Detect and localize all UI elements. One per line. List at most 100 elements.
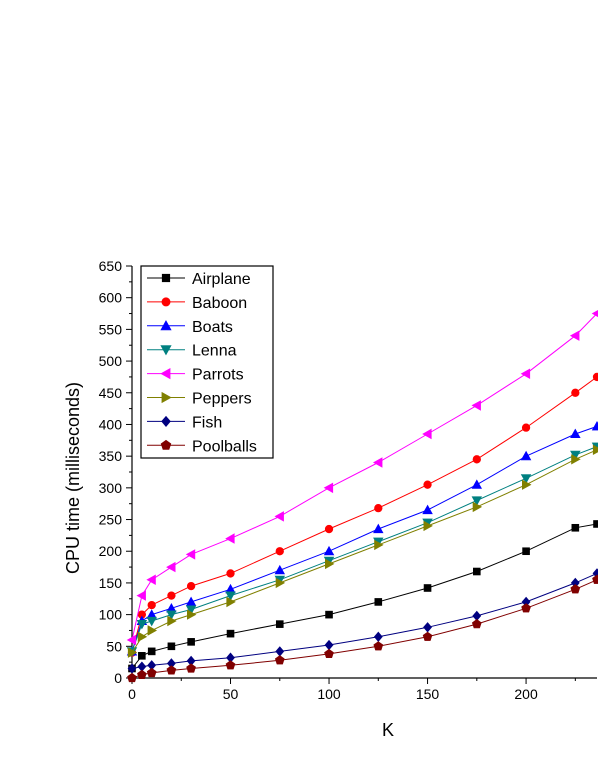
legend-item: Baboon [147,295,247,312]
data-point [471,479,483,489]
data-point [167,642,176,651]
series-line [131,579,598,679]
legend-marker [161,415,171,427]
data-point [521,423,531,432]
y-axis: 0 50 100 150 200 250 300 350 400 450 500 550 600 650 [99,258,132,686]
data-point [166,561,176,573]
data-point [373,631,383,642]
series-peppers [127,444,598,658]
data-point [127,672,137,683]
data-point [570,584,581,594]
y-tick-label: 550 [99,321,123,337]
data-point [187,609,197,620]
legend-marker [160,320,172,331]
data-point [146,574,156,586]
data-point [374,539,384,551]
y-tick-label: 50 [106,638,122,654]
series-fish [127,568,598,674]
series-poolballs [127,574,598,683]
data-point [571,388,580,397]
legend-label: Boats [192,319,233,336]
x-tick-label: 50 [223,686,239,702]
y-axis-title: CPU time (milliseconds) [63,382,83,574]
data-point [275,646,285,657]
legend-marker [161,297,171,307]
data-point [372,457,383,468]
data-point [166,610,177,620]
series-airplane [128,520,598,673]
data-point [521,603,531,613]
data-point [185,549,196,560]
data-point [226,569,235,578]
data-point [225,533,235,544]
data-point [472,501,483,513]
legend-marker [160,439,172,450]
legend-label: Peppers [192,391,252,408]
data-point [225,591,236,601]
data-point [147,600,156,610]
data-point [324,648,334,659]
data-point [185,605,197,615]
data-point [570,428,581,439]
data-point [275,547,284,556]
x-tick-label: 200 [514,686,538,702]
data-point [147,625,158,636]
legend: Airplane Baboon Boats Lenna Parrots Peppers Fi… [140,265,274,459]
data-point [324,524,334,534]
data-point [325,610,333,619]
legend-label: Parrots [192,367,244,384]
data-point [226,596,236,608]
data-point [374,598,383,606]
y-tick-label: 200 [99,543,123,559]
data-point [520,474,532,484]
data-point [521,479,532,490]
data-point [274,655,285,665]
data-point [136,590,146,601]
x-axis-title: K [382,720,394,740]
data-point [422,504,433,515]
data-point [137,669,147,680]
data-point [138,652,146,660]
data-point [127,647,138,658]
data-point [471,400,481,411]
data-point [471,619,482,629]
data-point [146,667,157,678]
y-tick-label: 600 [99,290,123,306]
data-point [592,372,598,382]
data-point [136,619,148,630]
legend-label: Airplane [192,271,251,288]
data-point [324,558,335,570]
y-tick-label: 300 [99,480,123,496]
data-point [167,591,176,600]
data-point [423,622,432,633]
y-tick-label: 650 [99,258,123,274]
data-point [591,420,598,431]
legend-label: Fish [192,414,222,431]
data-point [423,584,432,592]
data-point [522,547,530,556]
legend-box [140,265,274,459]
data-point [324,639,334,651]
data-point [373,523,384,534]
data-point [187,638,195,646]
x-tick-label: 100 [317,686,341,702]
data-point [472,455,481,464]
data-point [274,564,286,575]
data-point [571,523,580,532]
series-baboon [127,372,598,657]
data-point [275,620,284,628]
data-point [473,567,481,576]
y-tick-label: 0 [114,670,122,686]
data-point [471,496,483,506]
data-point [226,629,235,638]
x-axis: 0 50 100 150 200 [128,678,576,702]
y-tick-label: 350 [99,448,123,464]
data-point [591,310,598,318]
data-point [520,368,531,380]
legend-marker [160,367,171,380]
legend-marker [161,273,171,283]
legend-marker [160,345,172,356]
x-tick-label: 150 [416,686,440,702]
data-point [225,660,236,670]
